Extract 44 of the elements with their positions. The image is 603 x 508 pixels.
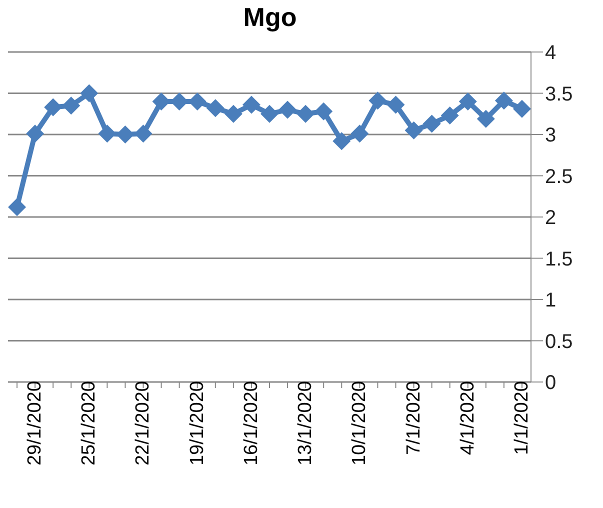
point	[476, 110, 495, 128]
x-tick-label: 13/1/2020	[295, 381, 316, 466]
point	[62, 96, 80, 115]
point	[242, 96, 260, 114]
x-tick-label: 10/1/2020	[349, 381, 370, 466]
x-tick-label: 19/1/2020	[186, 381, 208, 466]
point	[80, 84, 98, 102]
x-tick-label: 25/1/2020	[78, 381, 100, 466]
point	[332, 132, 351, 150]
point	[458, 92, 477, 110]
point	[350, 124, 369, 143]
point	[8, 198, 26, 216]
y-tick-label: 0	[545, 372, 556, 394]
point	[440, 106, 459, 125]
y-tick-label: 3.5	[545, 83, 573, 106]
x-tick-label: 22/1/2020	[132, 381, 154, 466]
point	[386, 96, 405, 114]
chart-title: Mgo	[242, 2, 298, 33]
point	[494, 92, 513, 110]
point	[44, 98, 62, 116]
point	[278, 100, 297, 119]
x-tick-label: 1/1/2020	[511, 381, 532, 455]
y-tick-label: 2.5	[545, 166, 573, 188]
point	[422, 114, 441, 133]
point	[224, 104, 242, 123]
point	[512, 100, 531, 118]
point	[26, 124, 44, 143]
point	[314, 102, 333, 120]
point	[116, 126, 134, 144]
y-tick-label: 0.5	[545, 330, 573, 353]
point	[296, 104, 315, 123]
point	[260, 104, 278, 123]
point	[368, 92, 387, 110]
x-tick-label: 29/1/2020	[24, 381, 46, 466]
y-tick-label: 1	[545, 290, 556, 312]
y-tick-label: 3	[545, 124, 556, 147]
x-tick-label: 7/1/2020	[403, 381, 424, 455]
point	[404, 121, 423, 140]
y-tick-label: 1.5	[545, 248, 573, 270]
x-tick-label: 16/1/2020	[240, 381, 262, 466]
y-tick-label: 4	[545, 42, 556, 64]
y-tick-label: 2	[545, 207, 556, 230]
x-tick-label: 4/1/2020	[457, 381, 478, 455]
point	[206, 99, 224, 118]
